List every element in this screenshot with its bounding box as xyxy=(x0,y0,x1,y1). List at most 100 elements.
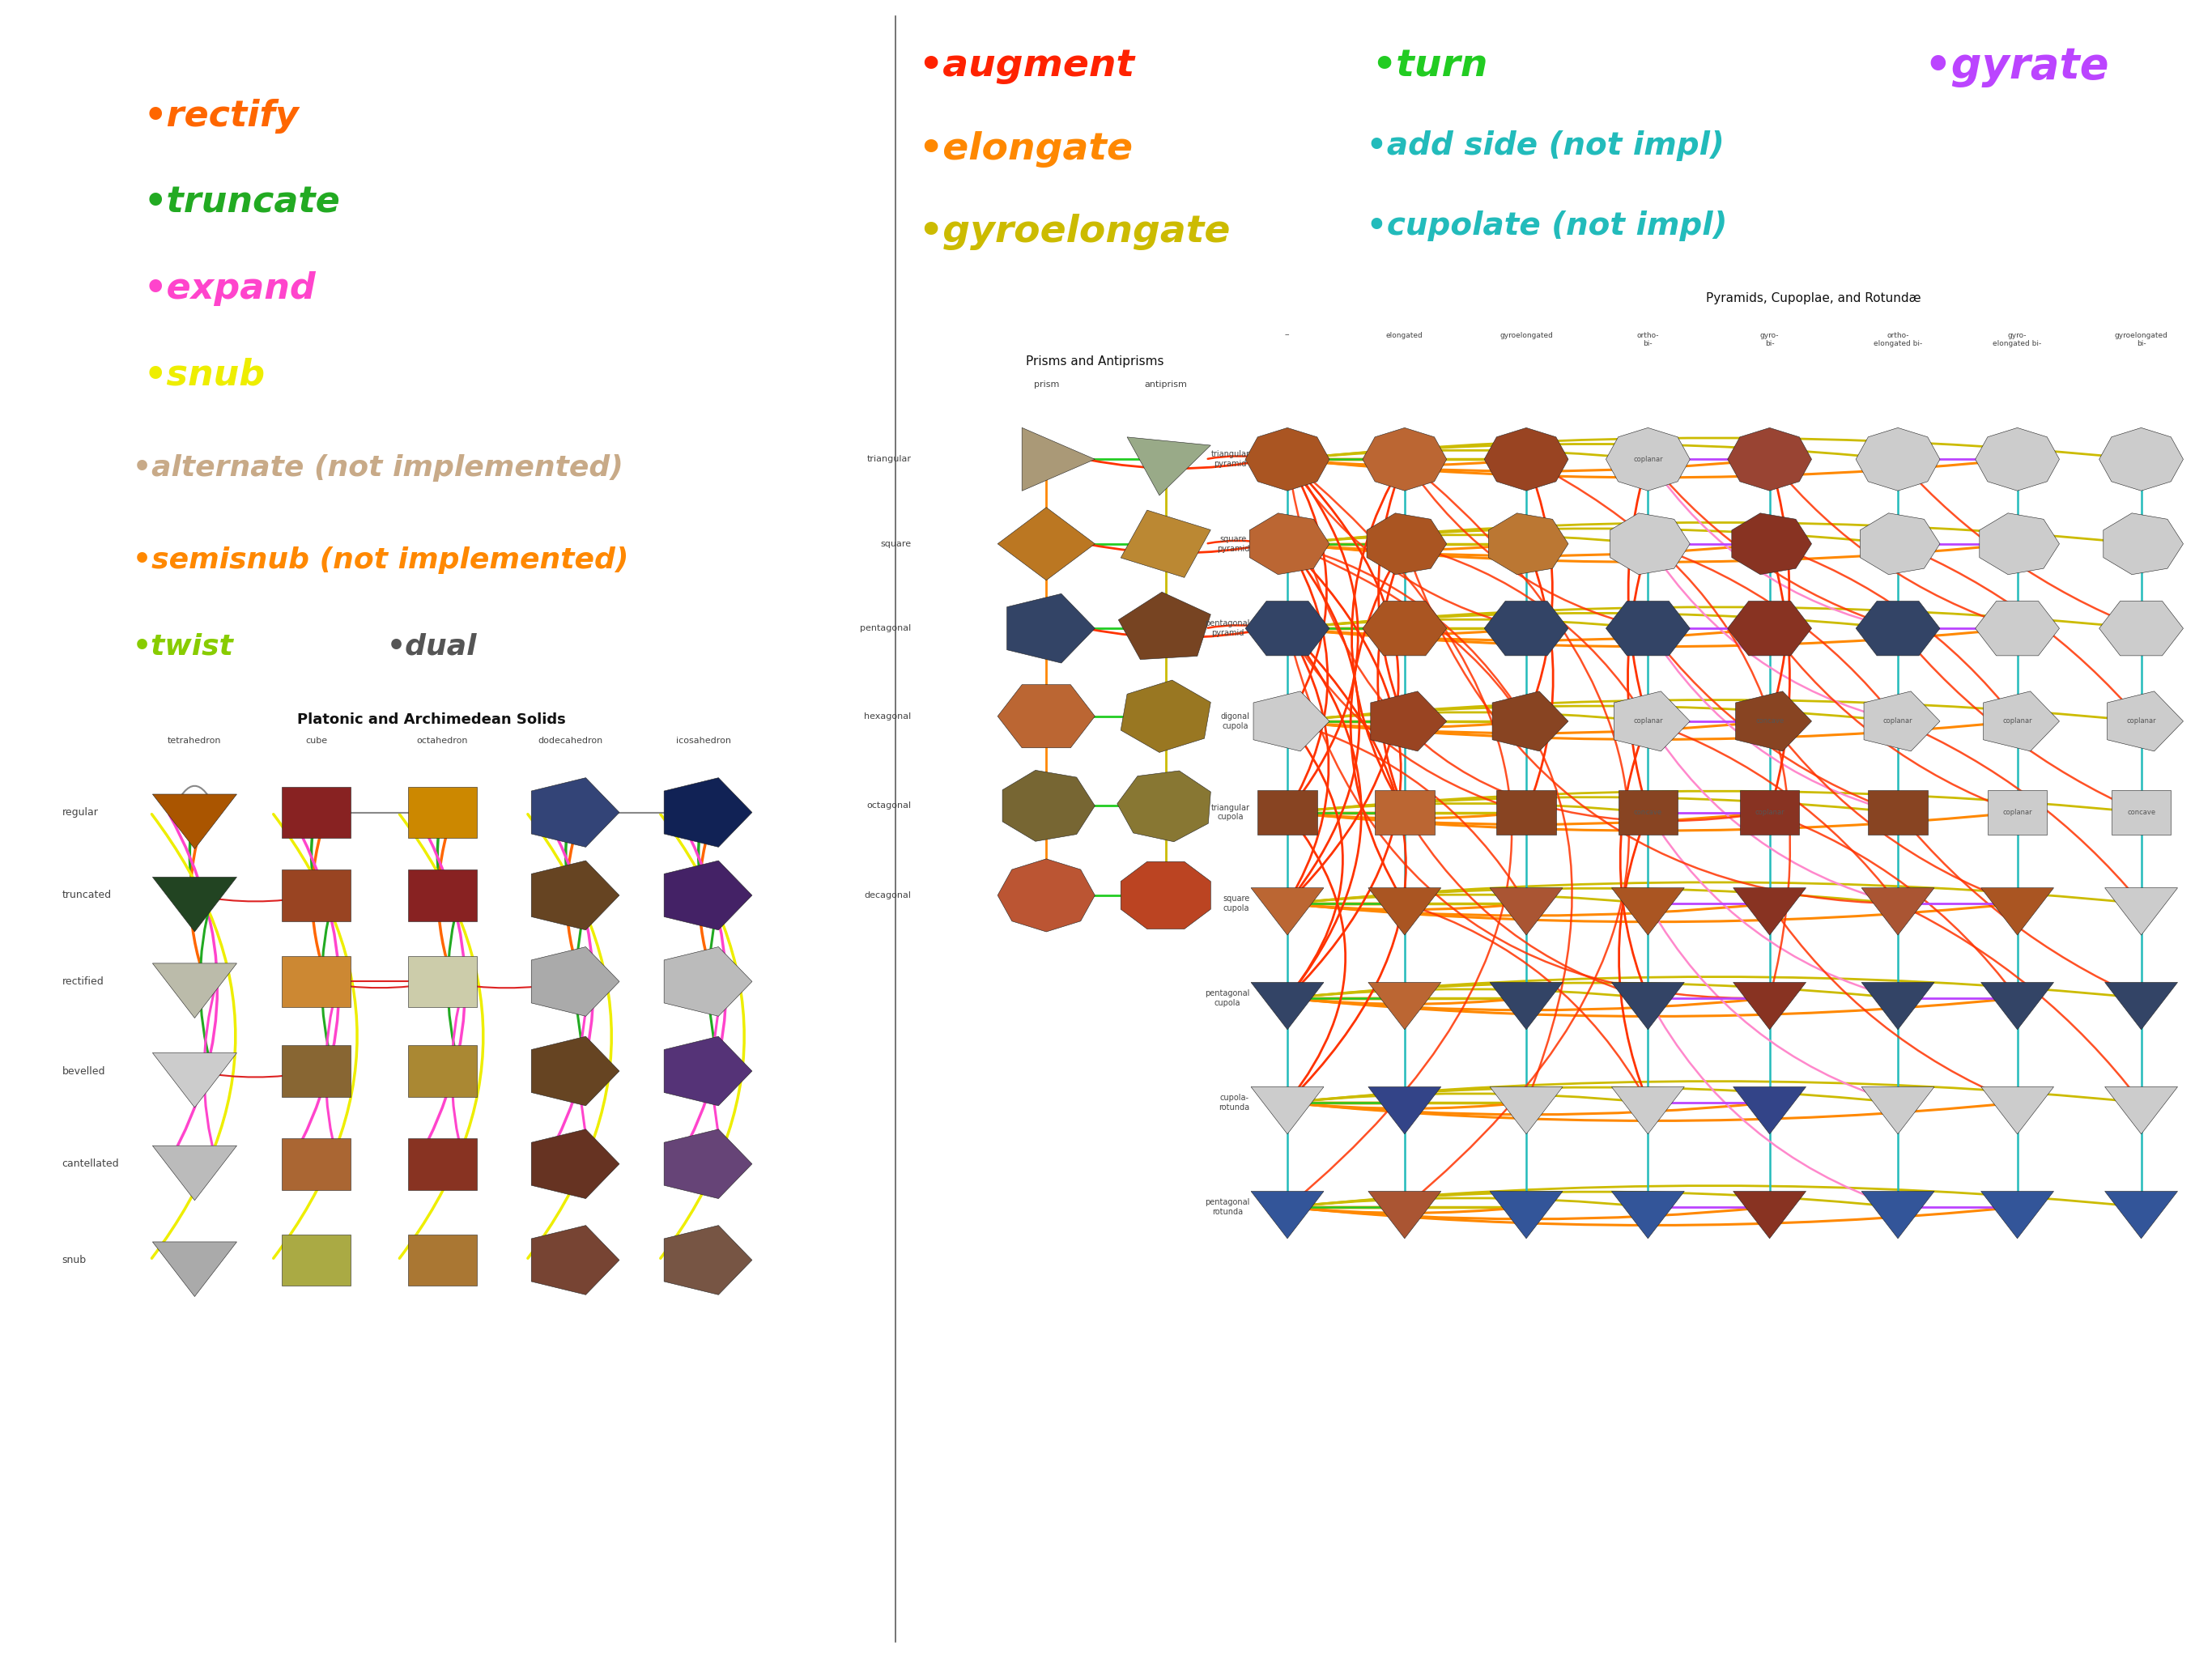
Polygon shape xyxy=(281,869,352,922)
Text: truncated: truncated xyxy=(62,890,111,900)
Polygon shape xyxy=(1128,438,1210,496)
Polygon shape xyxy=(1117,771,1210,842)
Polygon shape xyxy=(1980,512,2059,575)
Polygon shape xyxy=(1975,428,2059,491)
Text: gyroelongated
bi-: gyroelongated bi- xyxy=(2115,332,2168,347)
Polygon shape xyxy=(1363,428,1447,491)
Text: Prisms and Antiprisms: Prisms and Antiprisms xyxy=(1026,355,1164,368)
Text: •rectify: •rectify xyxy=(144,99,299,133)
Polygon shape xyxy=(2106,1190,2177,1239)
Polygon shape xyxy=(1863,1088,1933,1134)
Polygon shape xyxy=(1493,691,1568,751)
Text: pentagonal
cupola: pentagonal cupola xyxy=(1206,990,1250,1006)
Polygon shape xyxy=(1121,862,1210,928)
Polygon shape xyxy=(1002,771,1095,841)
Polygon shape xyxy=(1121,511,1210,577)
Polygon shape xyxy=(2112,791,2170,834)
Text: •expand: •expand xyxy=(144,272,316,305)
Polygon shape xyxy=(1736,691,1812,751)
Text: •semisnub (not implemented): •semisnub (not implemented) xyxy=(133,547,628,574)
Polygon shape xyxy=(1484,428,1568,491)
Polygon shape xyxy=(1863,982,1933,1030)
Polygon shape xyxy=(153,794,237,849)
Polygon shape xyxy=(1491,1088,1562,1134)
Text: coplanar: coplanar xyxy=(1882,718,1913,725)
Polygon shape xyxy=(281,955,352,1008)
Polygon shape xyxy=(1367,512,1447,575)
Polygon shape xyxy=(1489,512,1568,575)
Polygon shape xyxy=(1856,602,1940,655)
Polygon shape xyxy=(1741,791,1798,834)
Text: •turn: •turn xyxy=(1371,48,1486,85)
Polygon shape xyxy=(531,1129,619,1199)
Polygon shape xyxy=(1491,982,1562,1030)
Polygon shape xyxy=(153,1242,237,1297)
Polygon shape xyxy=(1613,1190,1683,1239)
Text: rectified: rectified xyxy=(62,977,104,987)
Polygon shape xyxy=(664,1036,752,1106)
Polygon shape xyxy=(1734,1190,1805,1239)
Text: octahedron: octahedron xyxy=(416,738,469,744)
Text: •elongate: •elongate xyxy=(918,131,1133,167)
Polygon shape xyxy=(1863,1190,1933,1239)
Text: cube: cube xyxy=(305,738,327,744)
Polygon shape xyxy=(2106,1088,2177,1134)
Polygon shape xyxy=(664,947,752,1016)
Text: coplanar: coplanar xyxy=(1632,456,1663,463)
Text: ortho-
elongated bi-: ortho- elongated bi- xyxy=(1874,332,1922,347)
Polygon shape xyxy=(1982,982,2053,1030)
Polygon shape xyxy=(1619,791,1677,834)
Polygon shape xyxy=(1245,428,1329,491)
Text: cupola-
rotunda: cupola- rotunda xyxy=(1219,1094,1250,1111)
Polygon shape xyxy=(1371,691,1447,751)
Polygon shape xyxy=(1860,512,1940,575)
Text: pentagonal
rotunda: pentagonal rotunda xyxy=(1206,1199,1250,1215)
Polygon shape xyxy=(664,1129,752,1199)
Polygon shape xyxy=(1250,512,1329,575)
Polygon shape xyxy=(2106,982,2177,1030)
Polygon shape xyxy=(1984,691,2059,751)
Text: •dual: •dual xyxy=(387,633,478,660)
Text: square
pyramid: square pyramid xyxy=(1217,536,1250,552)
Polygon shape xyxy=(664,1225,752,1295)
Polygon shape xyxy=(1606,602,1690,655)
Text: •add side (not impl): •add side (not impl) xyxy=(1367,131,1725,161)
Text: coplanar: coplanar xyxy=(2002,718,2033,725)
Text: antiprism: antiprism xyxy=(1144,381,1188,388)
Polygon shape xyxy=(281,786,352,839)
Polygon shape xyxy=(1865,691,1940,751)
Text: octagonal: octagonal xyxy=(867,802,911,809)
Polygon shape xyxy=(407,1045,478,1098)
Polygon shape xyxy=(2104,512,2183,575)
Text: icosahedron: icosahedron xyxy=(677,738,730,744)
Text: Platonic and Archimedean Solids: Platonic and Archimedean Solids xyxy=(296,713,566,726)
Polygon shape xyxy=(531,861,619,930)
Polygon shape xyxy=(531,1225,619,1295)
Text: concave: concave xyxy=(1756,718,1783,725)
Polygon shape xyxy=(1989,791,2046,834)
Polygon shape xyxy=(998,859,1095,932)
Polygon shape xyxy=(153,1053,237,1108)
Polygon shape xyxy=(281,1234,352,1287)
Text: tetrahedron: tetrahedron xyxy=(168,738,221,744)
Text: •gyrate: •gyrate xyxy=(1924,45,2110,88)
Text: gyro-
bi-: gyro- bi- xyxy=(1761,332,1778,347)
Polygon shape xyxy=(1606,428,1690,491)
Polygon shape xyxy=(1734,982,1805,1030)
Polygon shape xyxy=(407,786,478,839)
Polygon shape xyxy=(1252,1190,1323,1239)
Text: coplanar: coplanar xyxy=(1754,809,1785,816)
Polygon shape xyxy=(1252,889,1323,935)
Polygon shape xyxy=(1869,791,1927,834)
Polygon shape xyxy=(1863,889,1933,935)
Text: •snub: •snub xyxy=(144,358,265,391)
Polygon shape xyxy=(1376,791,1433,834)
Text: dodecahedron: dodecahedron xyxy=(538,738,604,744)
Polygon shape xyxy=(407,869,478,922)
Text: decagonal: decagonal xyxy=(865,892,911,899)
Text: coplanar: coplanar xyxy=(2126,718,2157,725)
Polygon shape xyxy=(1615,691,1690,751)
Text: triangular
pyramid: triangular pyramid xyxy=(1210,451,1250,468)
Polygon shape xyxy=(1252,982,1323,1030)
Polygon shape xyxy=(2108,691,2183,751)
